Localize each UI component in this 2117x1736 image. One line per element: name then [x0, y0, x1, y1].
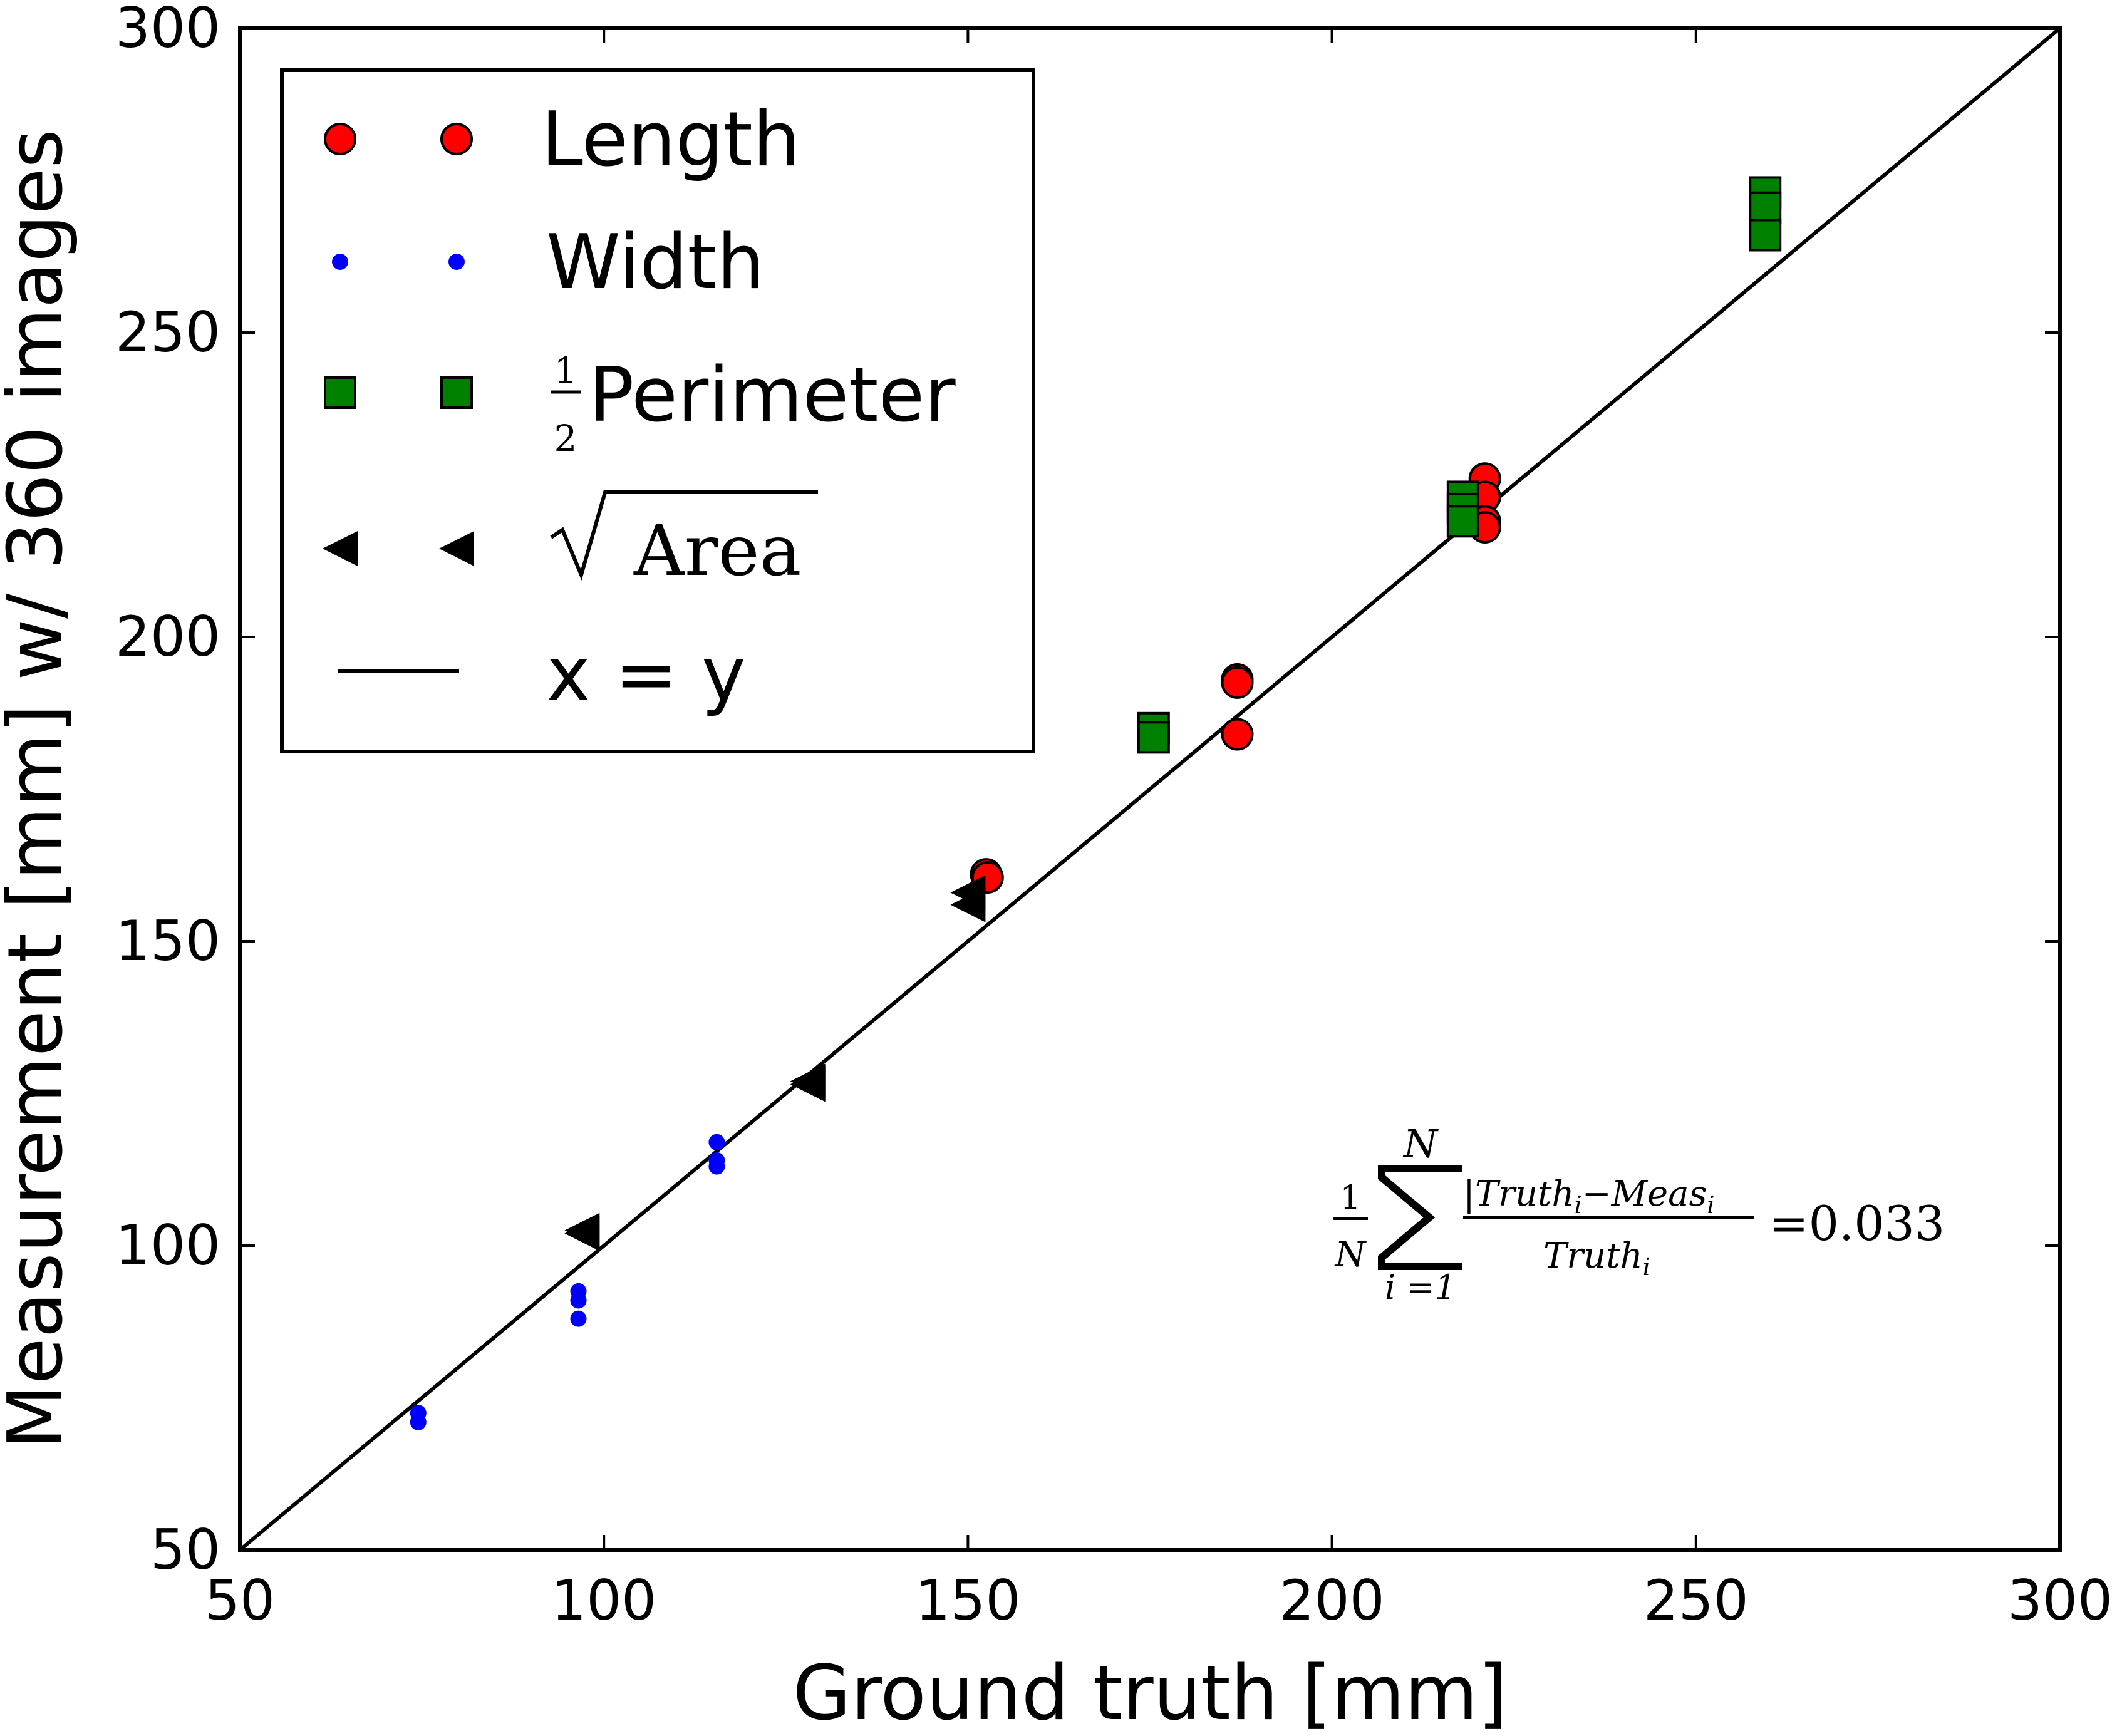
legend-entry-length: Length [324, 96, 800, 183]
legend-entry-area: Area [323, 490, 818, 592]
legend-width-label: Width [546, 219, 765, 306]
x-tick-label: 50 [205, 1568, 275, 1633]
area-point [790, 1067, 826, 1102]
annotation-num-sub2: i [1707, 1191, 1714, 1219]
x-axis-ticks: 50 100 150 200 250 300 [205, 28, 2113, 1633]
perimeter-point [1749, 191, 1782, 224]
width-point [570, 1292, 587, 1309]
length-point [1221, 666, 1254, 699]
annotation-den-truth: Truth [1543, 1236, 1643, 1276]
annotation-num-truth: |Truth [1463, 1174, 1575, 1214]
y-tick-label: 250 [115, 300, 220, 364]
y-tick-label: 150 [115, 909, 220, 973]
x-tick-label: 150 [915, 1568, 1020, 1633]
reference-line-group [239, 26, 2061, 1552]
legend-entry-line: x = y [338, 631, 746, 718]
x-tick-label: 250 [1643, 1568, 1749, 1633]
x-tick-label: 100 [551, 1568, 656, 1633]
x-tick-label: 300 [2007, 1568, 2113, 1633]
width-point [708, 1158, 725, 1175]
legend-perimeter-label: Perimeter [589, 352, 956, 439]
annotation-den-sub: i [1643, 1253, 1650, 1281]
x-equals-y-line [239, 26, 2061, 1552]
legend-area-marker [439, 531, 474, 566]
legend-perimeter-fraction-den: 2 [554, 417, 577, 460]
legend-width-marker [448, 254, 465, 270]
plot-frame [238, 26, 2062, 1552]
annotation-num-meas: −Meas [1582, 1174, 1707, 1214]
width-point [570, 1310, 587, 1327]
legend-width-marker [332, 254, 348, 270]
annotation-fraction-num: 1 [1340, 1179, 1360, 1217]
y-tick-label: 300 [115, 0, 220, 60]
legend-perimeter-fraction-num: 1 [554, 349, 577, 392]
x-axis-label: Ground truth [mm] [793, 1650, 1508, 1733]
width-point [410, 1413, 427, 1430]
y-tick-label: 200 [115, 604, 220, 669]
annotation-num-sub: i [1575, 1191, 1582, 1219]
x-tick-label: 200 [1280, 1568, 1385, 1633]
y-tick-label: 50 [150, 1517, 220, 1582]
y-axis-ticks: 50 100 150 200 250 300 [115, 0, 2060, 1582]
length-point [1221, 718, 1254, 751]
legend-line-label: x = y [546, 631, 746, 718]
legend-length-label: Length [541, 96, 800, 183]
legend-area-sqrt-sign [550, 490, 818, 581]
y-axis-label: Measurement [mm] w/ 360 images [0, 129, 80, 1449]
legend-entry-perimeter: 1 2 Perimeter [324, 349, 956, 460]
width-point [708, 1134, 725, 1150]
legend-entry-width: Width [332, 219, 765, 306]
perimeter-point [1749, 219, 1782, 252]
legend-area-marker [323, 531, 358, 566]
perimeter-point [1137, 721, 1170, 754]
legend-area-label: Area [633, 510, 801, 592]
area-point [950, 887, 986, 922]
annotation-term-denominator: Truthi [1543, 1236, 1650, 1281]
annotation-sum-lower: i =1 [1385, 1268, 1456, 1307]
mape-annotation: 1 N N i =1 |Truthi−Measi Truthi =0.033 [1333, 1121, 1945, 1307]
legend-length-marker [324, 123, 356, 155]
annotation-term-numerator: |Truthi−Measi [1463, 1174, 1714, 1219]
annotation-sum-sign [1378, 1165, 1462, 1270]
legend-perimeter-marker [324, 376, 356, 409]
legend: Length Width 1 2 Perimeter Area x = y [280, 68, 1035, 753]
perimeter-point [1446, 505, 1479, 538]
annotation-fraction-den: N [1334, 1234, 1367, 1275]
annotation-sum-upper: N [1402, 1121, 1439, 1167]
legend-box [280, 68, 1035, 753]
legend-perimeter-marker [440, 376, 473, 409]
area-point [564, 1216, 600, 1251]
legend-length-marker [440, 123, 473, 155]
data-markers [410, 176, 1782, 1430]
annotation-result: =0.033 [1769, 1196, 1945, 1251]
y-tick-label: 100 [115, 1213, 220, 1278]
